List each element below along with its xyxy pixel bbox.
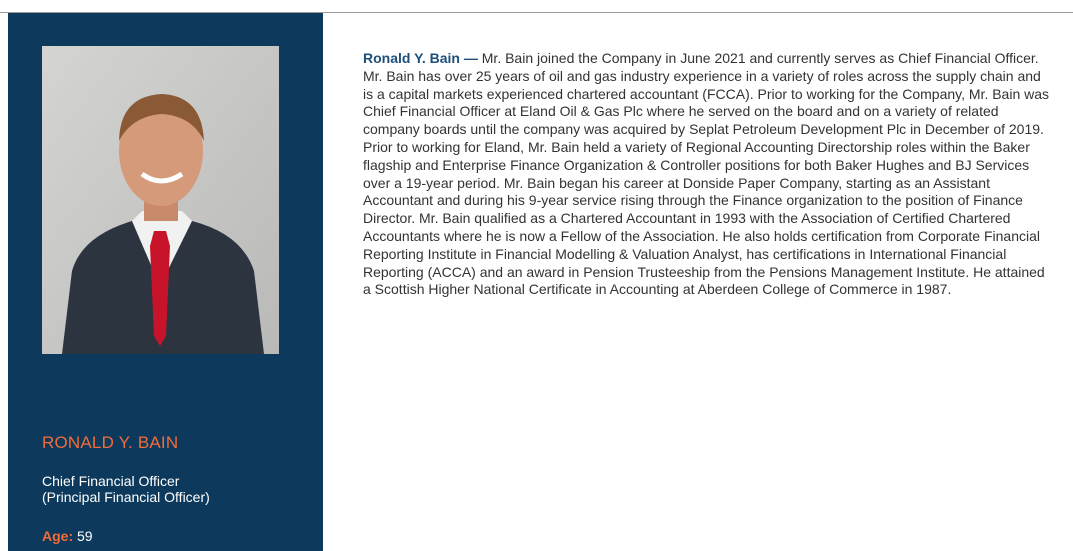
age-label: Age: [42, 528, 73, 544]
portrait [42, 46, 279, 354]
age-value: 59 [77, 528, 93, 544]
title-line: Chief Financial Officer [42, 473, 210, 489]
person-name: RONALD Y. BAIN [42, 433, 178, 453]
age: Age: 59 [42, 528, 93, 544]
bio-text: Mr. Bain joined the Company in June 2021… [363, 50, 1049, 297]
page: RONALD Y. BAIN Chief Financial Officer (… [0, 0, 1073, 551]
profile-panel: RONALD Y. BAIN Chief Financial Officer (… [8, 13, 323, 551]
title-line: (Principal Financial Officer) [42, 489, 210, 505]
person-title: Chief Financial Officer (Principal Finan… [42, 473, 210, 505]
biography: Ronald Y. Bain — Mr. Bain joined the Com… [363, 50, 1053, 299]
bio-lead: Ronald Y. Bain — [363, 50, 478, 66]
